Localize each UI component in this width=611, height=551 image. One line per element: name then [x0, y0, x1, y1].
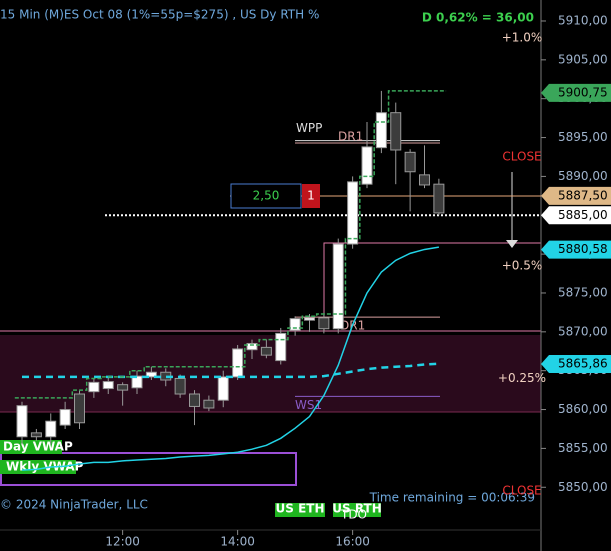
close-arrow-head	[506, 240, 518, 248]
level-label: WPP	[296, 121, 322, 135]
order-qty-box[interactable]	[302, 184, 320, 208]
percent-label: +0.5%	[502, 258, 543, 272]
candle-body	[347, 181, 359, 245]
time-remaining: Time remaining = 00:06:39	[369, 491, 535, 505]
y-tick-label: 5860,00	[558, 402, 608, 416]
candle-body	[203, 399, 215, 409]
candle-body	[59, 409, 71, 426]
candle-body	[189, 393, 200, 407]
y-tick-label: 5895,00	[558, 130, 608, 144]
candle-body	[390, 112, 402, 151]
candle-body	[88, 381, 100, 393]
price-badge-label: 5887,50	[558, 188, 608, 202]
price-badge-label: 5900,75	[558, 85, 608, 99]
price-badge	[541, 240, 611, 259]
session-label: US ETH	[276, 502, 325, 516]
price-badge	[541, 186, 611, 205]
candle-body	[117, 384, 129, 391]
y-tick-label: 5905,00	[558, 52, 608, 66]
level-label: DR1	[338, 129, 363, 143]
price-badge	[541, 83, 611, 102]
candle-body	[419, 174, 430, 186]
candle-body	[145, 371, 157, 378]
candle-body	[174, 377, 186, 395]
session-label: US RTH	[332, 502, 382, 516]
chart-title: 15 Min (M)ES Oct 08 (1%=55p=$275) , US D…	[0, 8, 319, 22]
candle-body	[232, 348, 244, 378]
y-tick-label: 5855,00	[558, 441, 608, 455]
candle-body	[246, 342, 258, 351]
y-tick-label: 5890,00	[558, 169, 608, 183]
y-tick-label: 5910,00	[558, 13, 608, 27]
candle-body	[404, 151, 416, 173]
indicator-tag	[0, 460, 76, 474]
order-box[interactable]	[230, 183, 302, 209]
candle-body	[289, 318, 301, 331]
candle-body	[318, 317, 330, 330]
candle-body	[16, 405, 28, 438]
order-price: 2,50	[253, 189, 280, 203]
price-badge	[541, 206, 611, 225]
candle-body	[275, 332, 287, 362]
close-label: CLOSE	[502, 150, 541, 164]
candle-body	[30, 432, 42, 438]
candle-body	[304, 317, 315, 321]
price-badge-label: 5880,58	[558, 242, 608, 256]
y-tick-label: 5870,00	[558, 324, 608, 338]
candle-body	[217, 376, 229, 401]
price-badge-label: 5885,00	[558, 208, 608, 222]
candle-body	[260, 346, 272, 356]
y-tick-label: 5875,00	[558, 285, 608, 299]
indicator-line	[21, 246, 439, 471]
indicator-line	[22, 362, 439, 379]
candle-body	[74, 393, 85, 424]
indicator-label: Wkly VWAP	[6, 460, 84, 474]
price-badge	[541, 355, 611, 374]
percent-label: +0.25%	[498, 371, 546, 385]
x-tick-label: 16:00	[335, 535, 370, 549]
candle-body	[361, 146, 373, 185]
indicator-line	[14, 90, 447, 399]
candle-body	[102, 381, 114, 390]
y-tick-label: 5850,00	[558, 480, 608, 494]
x-tick-label: 14:00	[220, 535, 255, 549]
session-label: TDO	[340, 508, 367, 522]
candle-body	[433, 183, 445, 214]
candle-body	[332, 243, 344, 330]
change-label: D 0,62% = 36,00	[422, 11, 534, 25]
session-tag	[275, 503, 325, 517]
indicator-tag	[0, 440, 62, 454]
candle-body	[375, 112, 387, 149]
copyright: © 2024 NinjaTrader, LLC	[0, 498, 148, 512]
close-label: CLOSE	[502, 484, 541, 498]
session-tag	[333, 503, 381, 517]
percent-label: +1.0%	[502, 31, 543, 45]
indicator-label: Day VWAP	[3, 440, 73, 454]
x-tick-label: 12:00	[105, 535, 140, 549]
price-badge-label: 5865,86	[558, 357, 608, 371]
candle-body	[45, 420, 57, 438]
order-qty: 1	[307, 189, 315, 203]
